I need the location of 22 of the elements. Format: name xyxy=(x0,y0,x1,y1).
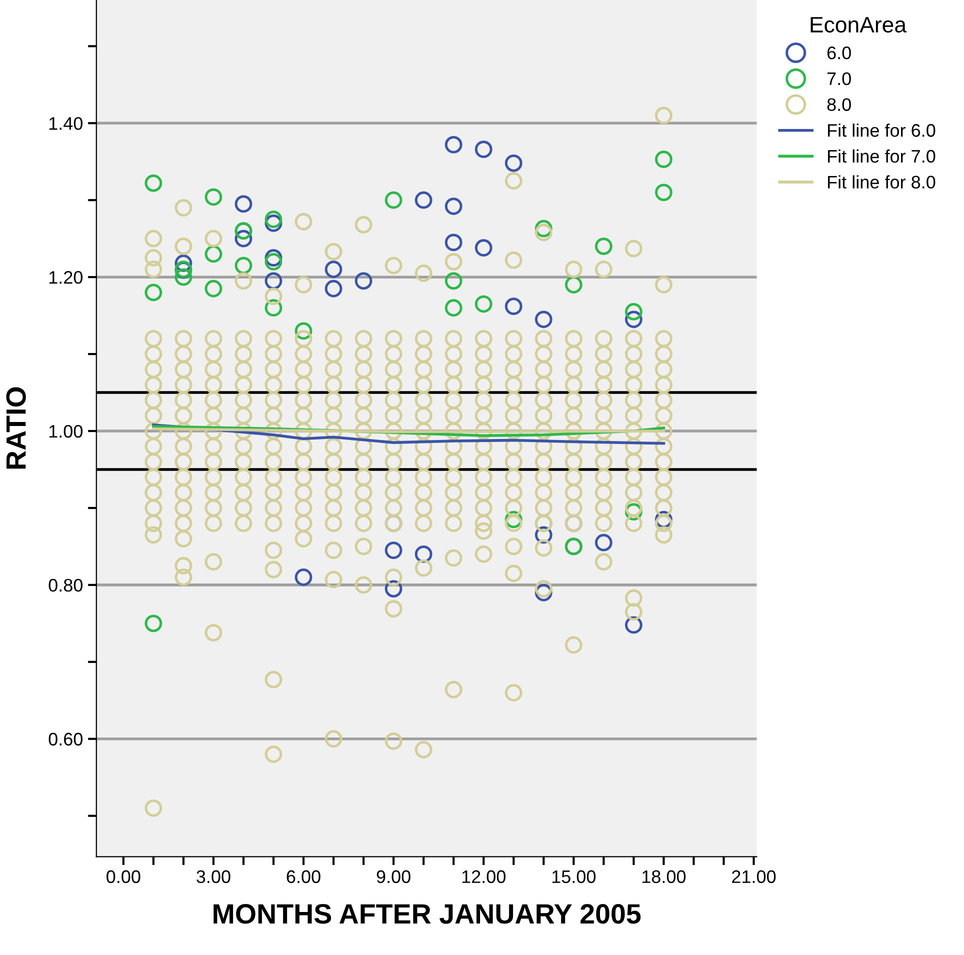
x-tick-label: 21.00 xyxy=(732,870,776,884)
x-tick-label: 15.00 xyxy=(552,870,596,884)
legend-label: Fit line for 7.0 xyxy=(828,149,936,163)
y-tick-label: 1.00 xyxy=(49,424,83,438)
x-axis-title: MONTHS AFTER JANUARY 2005 xyxy=(214,904,641,924)
y-axis-title: RATIO xyxy=(6,387,26,469)
legend-label: 8.0 xyxy=(827,98,851,111)
legend-label: Fit line for 6.0 xyxy=(828,124,936,137)
x-tick-label: 12.00 xyxy=(462,870,506,884)
x-tick-label: 6.00 xyxy=(286,870,320,884)
legend-title: EconArea xyxy=(810,17,907,33)
y-tick-label: 1.20 xyxy=(49,271,83,284)
legend-label: 6.0 xyxy=(827,46,851,60)
legend-label: 7.0 xyxy=(827,72,851,86)
legend-label: Fit line for 8.0 xyxy=(828,175,936,189)
x-tick-label: 18.00 xyxy=(642,870,686,884)
y-tick-label: 1.40 xyxy=(49,117,83,130)
y-tick-label: 0.60 xyxy=(48,732,83,746)
y-tick-label: 0.80 xyxy=(48,578,83,592)
x-tick-label: 0.00 xyxy=(106,870,140,884)
x-tick-label: 9.00 xyxy=(376,870,410,884)
x-tick-label: 3.00 xyxy=(196,870,230,884)
